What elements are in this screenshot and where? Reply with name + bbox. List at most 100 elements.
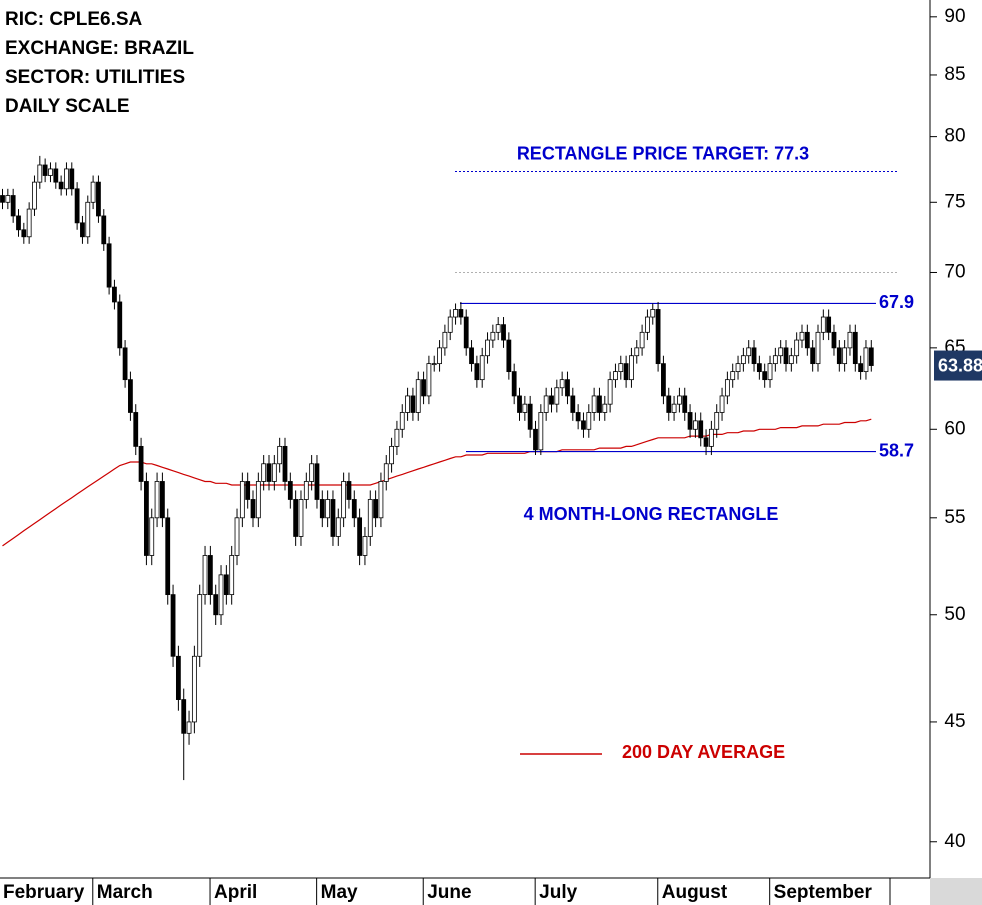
candle-body (207, 555, 213, 596)
candle-body (80, 222, 85, 238)
candle-body (165, 517, 171, 596)
y-tick-label: 80 (944, 126, 965, 147)
candle-body (868, 347, 874, 366)
candle-body (788, 355, 794, 365)
candle-body (154, 481, 160, 519)
candle-body (159, 481, 165, 519)
legend-label: 200 DAY AVERAGE (622, 742, 785, 762)
x-tick-label: June (427, 882, 471, 903)
candle-body (245, 481, 251, 500)
candle-body (415, 379, 421, 413)
candle-body (767, 363, 773, 381)
candle-body (527, 403, 533, 430)
y-tick-label: 75 (944, 191, 965, 212)
candle-body (826, 316, 832, 333)
candle-body (746, 347, 752, 357)
candle-body (362, 536, 368, 556)
price-box-label: 63.88 (938, 355, 982, 375)
candle-body (453, 309, 458, 318)
candle-body (53, 168, 59, 183)
candle-body (175, 655, 181, 700)
candle-body (48, 168, 53, 176)
candle-body (335, 517, 341, 537)
candle-body (602, 403, 608, 413)
candle-body (437, 347, 442, 365)
candle-body (858, 363, 864, 373)
candle-body (117, 301, 123, 349)
candle-body (58, 181, 64, 190)
candle-body (677, 395, 682, 405)
candle-body (570, 395, 576, 413)
y-tick-label: 55 (944, 507, 965, 528)
candle-body (634, 347, 640, 357)
price-box (934, 350, 982, 381)
candle-body (693, 420, 698, 430)
y-tick-label: 70 (944, 261, 965, 282)
candle-body (85, 201, 91, 238)
candle-body (394, 428, 400, 447)
candle-body (815, 331, 821, 365)
header-line: DAILY SCALE (5, 96, 130, 117)
candle-body (144, 481, 149, 556)
candle-body (202, 555, 208, 596)
candle-body (181, 699, 187, 734)
candle-body (26, 208, 32, 238)
candle-body (282, 445, 288, 482)
candle-body (607, 379, 613, 405)
candle-body (5, 195, 11, 203)
target-label: RECTANGLE PRICE TARGET: 77.3 (517, 143, 809, 163)
candle-body (128, 379, 133, 413)
candle-body (799, 331, 805, 341)
candle-body (319, 499, 325, 519)
candle-body (538, 412, 544, 451)
candle-body (373, 499, 379, 519)
candle-body (112, 286, 117, 303)
candle-body (351, 499, 357, 519)
candle-body (591, 395, 597, 413)
candle-body (581, 420, 586, 430)
candle-body (426, 363, 432, 397)
candle-body (533, 428, 538, 451)
candle-body (287, 481, 293, 500)
candle-body (836, 347, 842, 365)
candle-body (250, 499, 256, 519)
candle-body (485, 339, 490, 357)
candle-body (410, 395, 416, 413)
x-tick-label: March (97, 882, 153, 903)
candle-body (74, 188, 80, 224)
candle-body (298, 499, 304, 537)
candle-body (852, 331, 858, 365)
candle-body (442, 331, 448, 349)
candle-body (64, 168, 69, 190)
candle-body (389, 445, 394, 465)
x-tick-label: August (662, 882, 728, 903)
candle-body (490, 331, 496, 341)
candle-body (16, 215, 21, 231)
candle-body (479, 355, 485, 381)
candle-body (399, 412, 405, 430)
candle-body (751, 347, 757, 365)
candle-body (383, 463, 389, 482)
candle-body (618, 363, 624, 373)
candle-body (762, 371, 768, 381)
candle-body (138, 445, 144, 482)
candle-body (330, 499, 336, 537)
candle-body (309, 463, 315, 482)
candle-body (325, 499, 331, 519)
candle-body (495, 324, 501, 333)
candle-body (549, 395, 554, 405)
candle-body (234, 517, 240, 556)
y-tick-label: 40 (944, 831, 965, 852)
candle-body (149, 517, 155, 556)
candle-body (543, 395, 549, 413)
candle-body (213, 594, 219, 616)
candle-body (458, 309, 464, 318)
candle-body (501, 324, 506, 341)
candle-body (756, 363, 762, 373)
y-tick-label: 45 (944, 711, 965, 732)
candle-body (277, 445, 283, 465)
x-tick-label: May (321, 882, 358, 903)
candle-body (708, 428, 714, 447)
candle-body (447, 316, 453, 333)
